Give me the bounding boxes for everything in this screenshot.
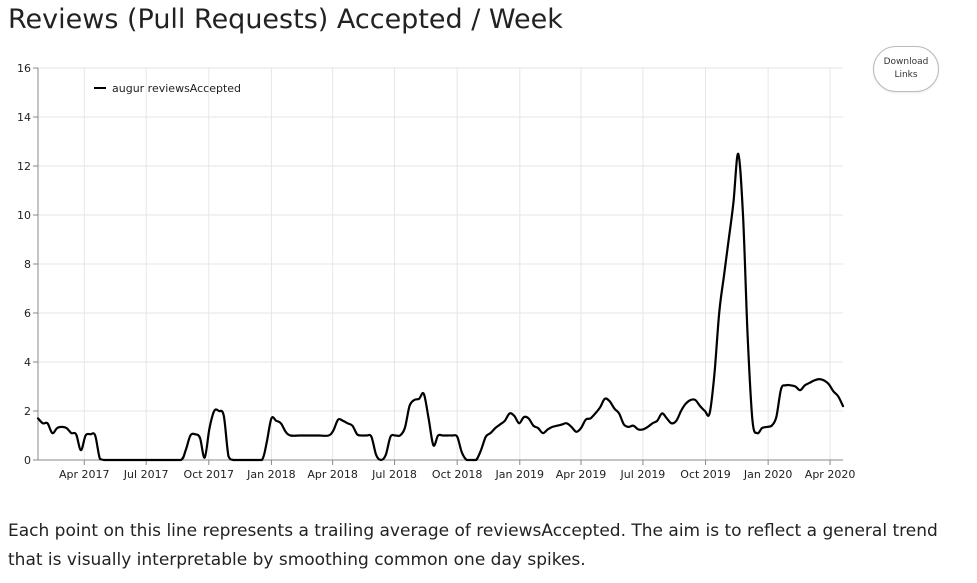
x-tick-label: Oct 2019 bbox=[680, 468, 731, 481]
y-tick-label: 8 bbox=[24, 258, 31, 271]
x-tick-label: Oct 2018 bbox=[432, 468, 483, 481]
y-tick-label: 6 bbox=[24, 307, 31, 320]
x-tick-label: Oct 2017 bbox=[184, 468, 235, 481]
x-tick-label: Jan 2020 bbox=[743, 468, 792, 481]
page-title: Reviews (Pull Requests) Accepted / Week bbox=[8, 4, 563, 35]
chart-caption: Each point on this line represents a tra… bbox=[8, 521, 938, 570]
chart-grid bbox=[38, 67, 843, 461]
x-tick-label: Apr 2020 bbox=[805, 468, 856, 481]
chart-series bbox=[36, 152, 845, 462]
download-label-line1: Download bbox=[883, 57, 929, 67]
series-line bbox=[36, 152, 845, 462]
y-tick-label: 4 bbox=[24, 356, 31, 369]
y-tick-label: 12 bbox=[17, 160, 31, 173]
y-tick-label: 0 bbox=[24, 454, 31, 467]
x-tick-label: Jan 2018 bbox=[246, 468, 295, 481]
legend-label: augur reviewsAccepted bbox=[112, 82, 241, 95]
x-tick-label: Jul 2019 bbox=[620, 468, 666, 481]
x-tick-label: Jan 2019 bbox=[495, 468, 544, 481]
y-tick-label: 14 bbox=[17, 111, 31, 124]
y-tick-label: 2 bbox=[24, 405, 31, 418]
chart-legend: augur reviewsAccepted bbox=[94, 82, 241, 95]
y-tick-label: 10 bbox=[17, 209, 31, 222]
x-tick-label: Apr 2019 bbox=[556, 468, 607, 481]
y-tick-label: 16 bbox=[17, 62, 31, 75]
download-links-button[interactable]: Download Links bbox=[873, 46, 939, 92]
chart-svg: 0 2 4 6 8 10 12 14 16 Apr 2017 Jul 2017 Oct 2017 Jan… bbox=[17, 62, 855, 481]
x-tick-label: Jul 2018 bbox=[371, 468, 417, 481]
chart-axes: 0 2 4 6 8 10 12 14 16 Apr 2017 Jul 2017 Oct 2017 Jan… bbox=[17, 62, 855, 481]
x-tick-label: Jul 2017 bbox=[123, 468, 169, 481]
x-tick-label: Apr 2017 bbox=[59, 468, 110, 481]
x-tick-label: Apr 2018 bbox=[307, 468, 358, 481]
download-label-line2: Links bbox=[894, 70, 918, 80]
